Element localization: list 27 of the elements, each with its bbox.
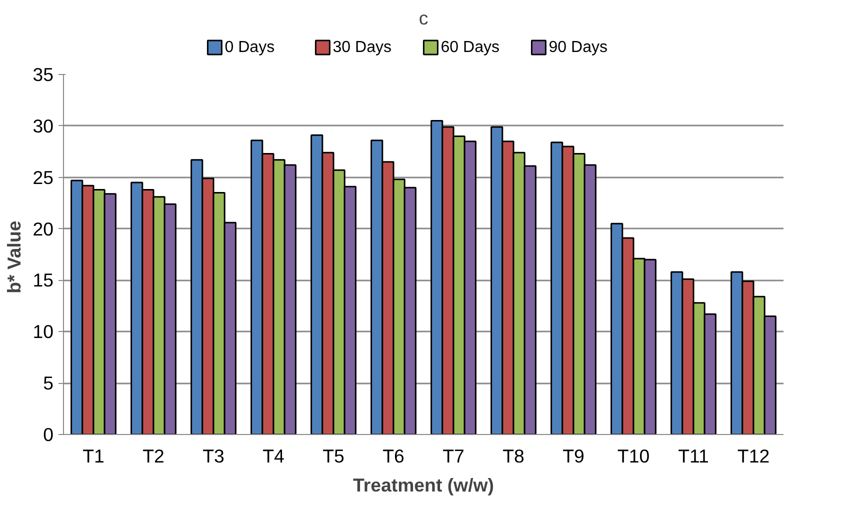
x-tick-label: T6 — [382, 446, 404, 466]
x-axis-title: Treatment (w/w) — [353, 474, 494, 496]
y-axis-title: b* Value — [4, 220, 25, 294]
y-tick-label: 10 — [32, 321, 54, 342]
y-tick-label: 30 — [32, 115, 54, 136]
x-tick-label: T3 — [202, 446, 224, 466]
x-tick-label: T12 — [737, 446, 770, 466]
x-tick-label: T2 — [142, 446, 164, 466]
y-tick-label: 15 — [32, 270, 54, 291]
x-tick-label: T4 — [262, 446, 284, 466]
y-tick-label: 0 — [43, 424, 54, 445]
y-tick-label: 5 — [43, 372, 54, 394]
x-tick-label: T10 — [617, 446, 650, 466]
legend-label: 0 Days — [224, 39, 275, 56]
legend-label: 90 Days — [548, 39, 608, 56]
x-tick-label: T1 — [82, 446, 104, 466]
y-tick-label: 20 — [32, 218, 54, 240]
x-tick-label: T8 — [502, 446, 524, 466]
y-tick-label: 35 — [32, 64, 54, 85]
x-tick-label: T5 — [322, 446, 344, 466]
x-tick-label: T7 — [442, 446, 464, 466]
y-tick-label: 25 — [32, 166, 54, 188]
chart-title: c — [418, 8, 428, 28]
x-tick-label: T11 — [678, 446, 709, 466]
x-tick-label: T9 — [562, 446, 584, 466]
legend-label: 60 Days — [440, 39, 500, 56]
legend-label: 30 Days — [332, 39, 392, 56]
